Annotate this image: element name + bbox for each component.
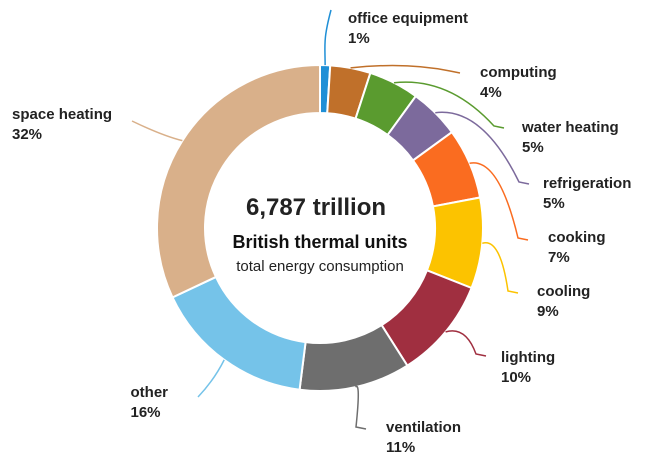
value-refrigeration: 5% [543, 195, 565, 212]
value-other: 16% [131, 404, 161, 421]
label-space-heating: space heating [12, 106, 112, 123]
label-computing: computing [480, 64, 557, 81]
leader-lighting [445, 330, 487, 357]
leader-office-equipment [324, 9, 332, 66]
label-ventilation: ventilation [386, 419, 461, 436]
value-space-heating: 32% [12, 126, 42, 143]
label-other: other [131, 384, 169, 401]
leader-other [197, 359, 225, 398]
label-cooking: cooking [548, 229, 606, 246]
value-computing: 4% [480, 84, 502, 101]
leader-water-heating [393, 81, 505, 129]
leader-cooking [469, 162, 529, 241]
value-cooling: 9% [537, 303, 559, 320]
value-office-equipment: 1% [348, 30, 370, 47]
value-lighting: 10% [501, 369, 531, 386]
leader-lines [131, 9, 530, 430]
label-cooling: cooling [537, 283, 590, 300]
center-unit: British thermal units [232, 232, 407, 252]
label-refrigeration: refrigeration [543, 175, 631, 192]
label-office-equipment: office equipment [348, 10, 468, 27]
slice-other [171, 275, 307, 391]
donut-slices [156, 63, 484, 392]
slice-labels: office equipment 1% computing 4% water heati… [12, 10, 631, 456]
leader-ventilation [354, 385, 367, 430]
value-cooking: 7% [548, 249, 570, 266]
leader-cooling [482, 242, 519, 294]
center-caption: total energy consumption [236, 258, 404, 275]
center-total: 6,787 trillion [246, 194, 386, 221]
label-water-heating: water heating [521, 119, 619, 136]
label-lighting: lighting [501, 349, 555, 366]
leader-space-heating [131, 120, 183, 142]
slice-space-heating [156, 63, 321, 299]
leader-refrigeration [435, 111, 530, 185]
value-ventilation: 11% [386, 439, 415, 456]
value-water-heating: 5% [522, 139, 544, 156]
leader-computing [350, 64, 461, 74]
